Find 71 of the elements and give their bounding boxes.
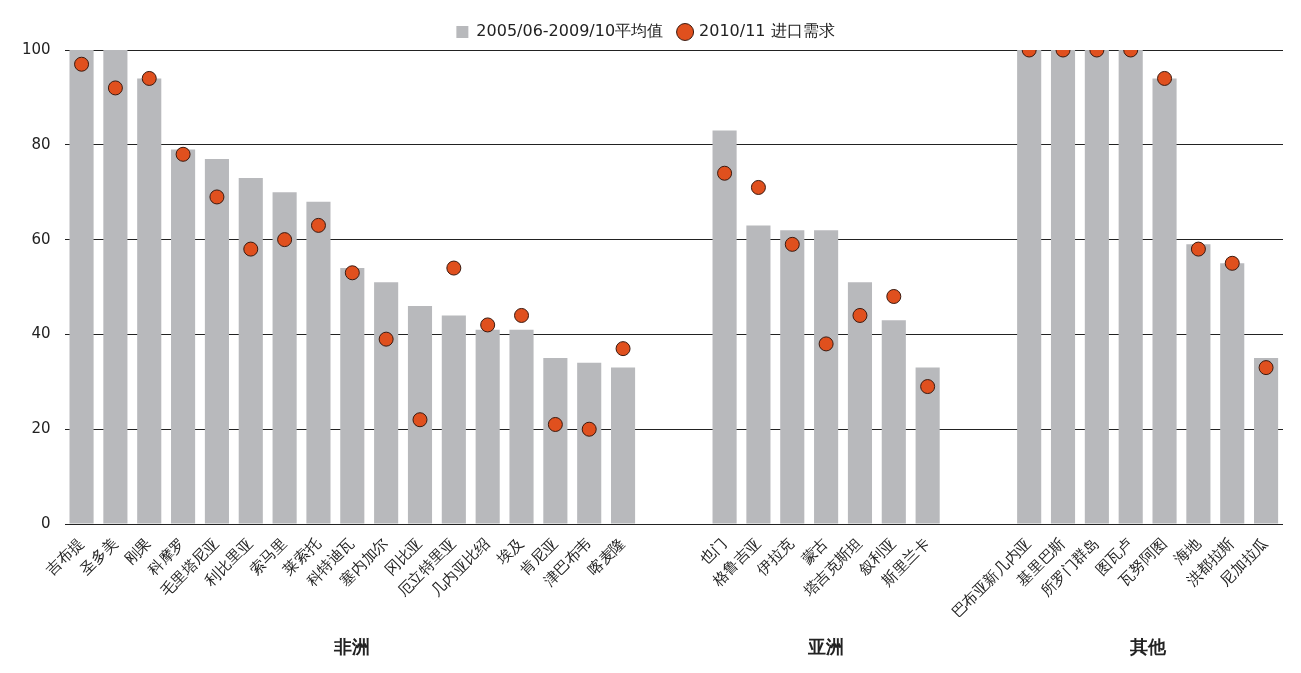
bar: [543, 358, 568, 524]
bar: [103, 50, 128, 524]
bar: [1220, 263, 1245, 524]
legend-label: 2010/11 进口需求: [699, 21, 835, 41]
bar: [171, 149, 196, 524]
bar: [306, 201, 331, 524]
bar: [577, 362, 602, 524]
bar: [847, 282, 873, 524]
y-tick-label: 0: [41, 513, 51, 532]
bar: [69, 50, 94, 524]
point: [107, 80, 123, 96]
point: [141, 70, 157, 86]
bar: [340, 268, 365, 524]
point: [310, 217, 326, 233]
point: [615, 341, 631, 357]
legend-label: 2005/06-2009/10平均值: [476, 21, 664, 41]
point: [717, 165, 733, 181]
point: [547, 416, 563, 432]
y-tick-label: 40: [31, 324, 51, 343]
point: [1157, 70, 1173, 86]
bar: [1254, 358, 1279, 524]
point: [344, 265, 360, 281]
point: [1190, 241, 1206, 257]
y-tick-label: 20: [31, 419, 51, 438]
point: [480, 317, 496, 333]
point: [818, 336, 834, 352]
point: [243, 241, 259, 257]
bar: [1017, 50, 1042, 524]
bar: [610, 367, 636, 524]
bar: [1152, 78, 1177, 524]
bar: [374, 282, 399, 524]
bar: [204, 159, 229, 524]
bar: [272, 192, 297, 524]
bar: [475, 329, 500, 524]
bar: [441, 315, 466, 524]
bar: [746, 225, 771, 524]
point: [378, 331, 394, 347]
bar: [1084, 50, 1109, 524]
point: [277, 232, 293, 248]
y-tick-label: 100: [21, 39, 51, 58]
point: [514, 307, 530, 323]
text: 非洲: [333, 636, 371, 657]
bar: [712, 130, 737, 524]
point: [920, 379, 936, 395]
bar: [238, 177, 263, 524]
bar: [814, 230, 839, 524]
point: [852, 307, 868, 323]
y-tick-label: 80: [31, 134, 51, 153]
point: [886, 288, 902, 304]
text: 亚洲: [807, 636, 845, 657]
bar: [1118, 50, 1143, 524]
bar: [780, 230, 805, 524]
bar: [407, 305, 433, 524]
bar: [1186, 244, 1211, 524]
point: [784, 236, 800, 252]
bar: [137, 78, 162, 524]
point: [74, 56, 90, 72]
point: [1224, 255, 1240, 271]
point: [1258, 360, 1274, 376]
point: [446, 260, 462, 276]
point: [581, 421, 597, 437]
point: [750, 179, 766, 195]
text: 其他: [1128, 636, 1167, 657]
bar: [1050, 50, 1076, 524]
bar: [881, 320, 906, 524]
y-tick-label: 60: [31, 229, 51, 248]
point: [209, 189, 225, 205]
point: [175, 146, 191, 162]
bar: [509, 329, 534, 524]
bar: [915, 367, 940, 524]
point: [412, 412, 428, 428]
